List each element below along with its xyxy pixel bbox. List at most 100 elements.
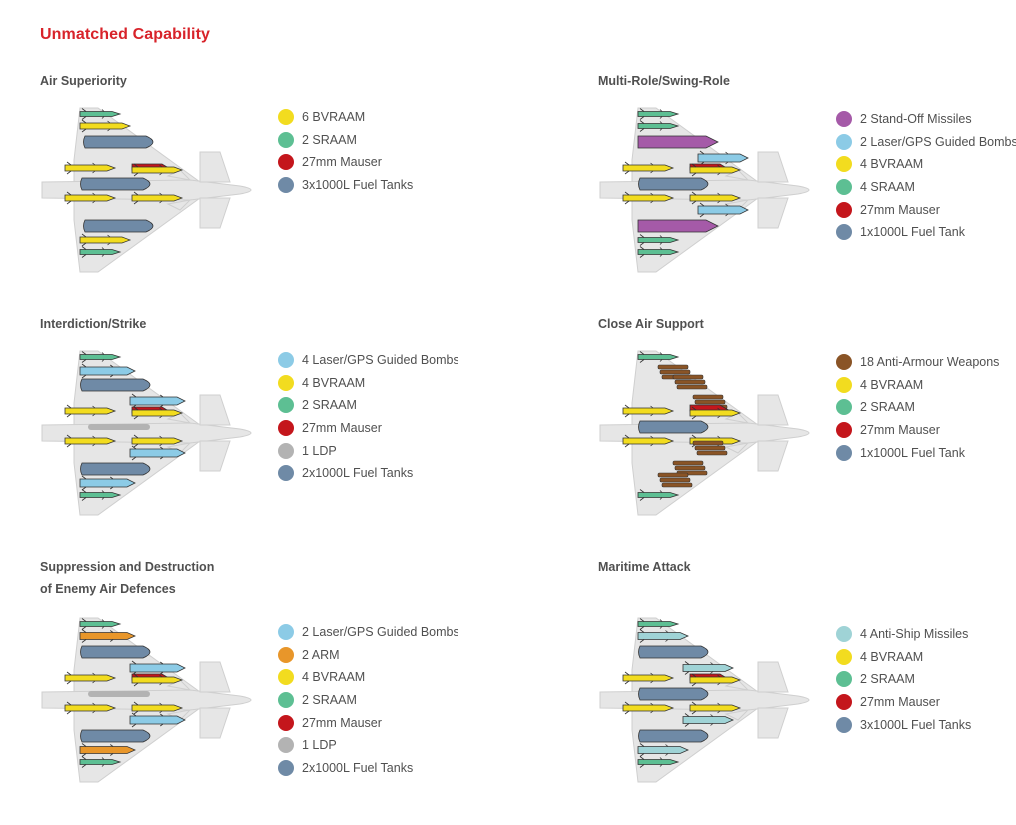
page-title: Unmatched Capability [40,26,211,43]
legend-label: 2 SRAAM [302,132,357,147]
legend-color-dot [278,646,294,663]
legend-color-dot [278,692,294,709]
legend: 2 Stand-Off Missiles 2 Laser/GPS Guided B… [836,108,1016,244]
legend-label: 18 Anti-Armour Weapons [860,355,1000,370]
legend-label: 1x1000L Fuel Tank [860,445,965,460]
legend-item: 4 Anti-Ship Missiles [836,623,1016,646]
sraam-missile [79,489,122,501]
legend-label: 1 LDP [302,738,337,753]
legend-label: 2 SRAAM [860,400,915,415]
fuel-tank [80,729,151,743]
legend-item: 4 Laser/GPS Guided Bombs [278,349,458,372]
fuel-tank [83,219,154,233]
legend-color-dot [836,354,852,371]
legend-color-dot [836,626,852,643]
panel-title-line: Maritime Attack [598,560,691,574]
panel-title-line: Suppression and Destruction [40,560,215,574]
legend-item: 2x1000L Fuel Tanks [278,757,458,780]
legend-color-dot [278,352,294,369]
fuel-tank [638,177,709,191]
bvraam-missile [689,191,742,205]
panel-maritime-attack: Maritime Attack 4 Anti-Ship Missiles 4 BVR… [598,556,1016,796]
bvraam-missile [64,161,117,175]
panel-title: Air Superiority [40,70,127,92]
legend-label: 2x1000L Fuel Tanks [302,466,414,481]
legend-label: 3x1000L Fuel Tanks [860,717,972,732]
jet-loadout-diagram [599,107,810,273]
sraam-missile [637,756,680,768]
bvraam-missile [689,701,742,715]
fuel-tank [638,420,709,434]
sraam-missile [79,108,122,120]
guided-bomb [697,150,749,166]
legend-item: 2 SRAAM [278,394,458,417]
panel-title: Multi-Role/Swing-Role [598,70,730,92]
legend-color-dot [836,111,852,128]
legend-item: 4 BVRAAM [278,666,458,689]
legend-item: 2 ARM [278,644,458,667]
legend-color-dot [278,442,294,459]
bvraam-missile [131,673,184,687]
legend-color-dot [278,737,294,754]
sraam-missile [79,351,122,363]
legend-color-dot [836,671,852,688]
bvraam-missile [131,434,184,448]
panel-title: Close Air Support [598,313,704,335]
sraam-missile [79,756,122,768]
legend-color-dot [836,376,852,393]
legend-item: 27mm Mauser [278,711,458,734]
legend-item: 18 Anti-Armour Weapons [836,351,1016,374]
legend-color-dot [278,465,294,482]
legend-item: 4 BVRAAM [836,153,1016,176]
panel-title: Maritime Attack [598,556,691,578]
airframe [41,107,252,273]
legend-label: 2 SRAAM [302,398,357,413]
panel-title-line: Multi-Role/Swing-Role [598,74,730,88]
legend-item: 2 SRAAM [836,668,1016,691]
bvraam-missile [64,191,117,205]
anti-ship-missile [682,661,734,675]
bvraam-missile [622,161,675,175]
legend-item: 6 BVRAAM [278,106,458,129]
legend-item: 2 Laser/GPS Guided Bombs [278,621,458,644]
legend-color-dot [836,224,852,241]
jet-loadout-diagram [599,350,810,516]
legend: 2 Laser/GPS Guided Bombs 2 ARM 4 BVRAAM 2 S… [278,621,458,779]
bvraam-missile [64,404,117,418]
legend: 4 Anti-Ship Missiles 4 BVRAAM 2 SRAAM 27mm … [836,623,1016,736]
bvraam-missile [79,119,132,133]
legend-color-dot [836,133,852,150]
bvraam-missile [131,406,184,420]
legend-color-dot [836,422,852,439]
legend-item: 4 BVRAAM [836,646,1016,669]
legend-label: 27mm Mauser [860,695,940,710]
legend-color-dot [278,624,294,641]
anti-ship-missile [637,629,689,643]
fuel-tank [638,729,709,743]
bvraam-missile [131,701,184,715]
airframe [41,617,252,783]
legend-color-dot [278,420,294,437]
legend-item: 27mm Mauser [278,151,458,174]
legend-item: 2 SRAAM [278,129,458,152]
legend-label: 2 SRAAM [302,693,357,708]
legend-label: 4 BVRAAM [860,377,924,392]
legend-label: 4 BVRAAM [860,157,924,172]
legend-label: 2x1000L Fuel Tanks [302,760,414,775]
legend-color-dot [278,714,294,731]
bvraam-missile [689,406,742,420]
legend-label: 1 LDP [302,443,337,458]
weapon-stores [622,108,749,258]
legend-color-dot [278,131,294,148]
legend-item: 2 Stand-Off Missiles [836,108,1016,131]
legend: 4 Laser/GPS Guided Bombs 4 BVRAAM 2 SRAAM 2… [278,349,458,485]
legend-label: 4 Anti-Ship Missiles [860,627,969,642]
legend-item: 2x1000L Fuel Tanks [278,462,458,485]
guided-bomb [129,712,186,728]
fuel-tank [80,645,151,659]
legend-item: 4 SRAAM [836,176,1016,199]
legend-color-dot [836,399,852,416]
sraam-missile [637,246,680,258]
panel-title-line: Interdiction/Strike [40,317,147,331]
legend-color-dot [278,177,294,194]
